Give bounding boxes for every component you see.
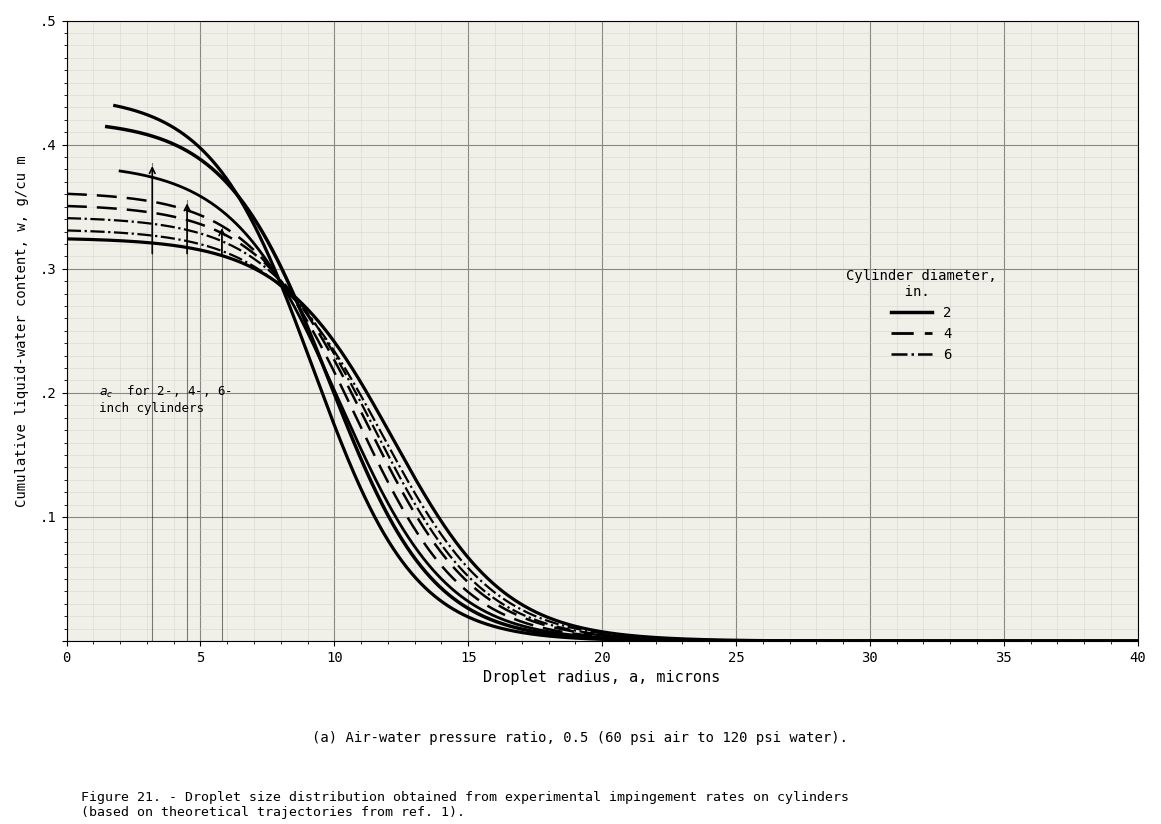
X-axis label: Droplet radius, a, microns: Droplet radius, a, microns [483, 671, 721, 686]
Y-axis label: Cumulative liquid-water content, w, g/cu m: Cumulative liquid-water content, w, g/cu… [15, 155, 29, 507]
Legend: 2, 4, 6: 2, 4, 6 [841, 264, 1002, 368]
Text: (a) Air-water pressure ratio, 0.5 (60 psi air to 120 psi water).: (a) Air-water pressure ratio, 0.5 (60 ps… [312, 731, 849, 745]
Text: $a_c$  for 2-, 4-, 6-
inch cylinders: $a_c$ for 2-, 4-, 6- inch cylinders [99, 383, 232, 414]
Text: Figure 21. - Droplet size distribution obtained from experimental impingement ra: Figure 21. - Droplet size distribution o… [81, 791, 849, 819]
